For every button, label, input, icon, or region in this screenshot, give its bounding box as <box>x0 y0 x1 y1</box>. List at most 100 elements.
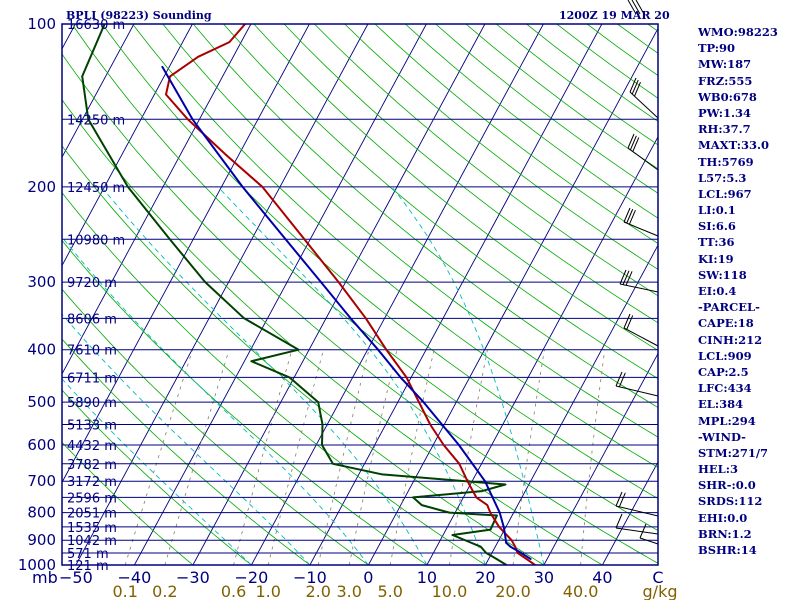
isotherm <box>192 24 486 565</box>
index-item: L57:5.3 <box>698 170 747 185</box>
index-item: BSHR:14 <box>698 543 757 557</box>
dewpoint-line-point <box>332 462 334 465</box>
temperature-line-point <box>475 496 478 499</box>
moist-adiabat <box>391 186 545 565</box>
index-item: LCL:909 <box>698 348 752 363</box>
index-item: WB0:678 <box>698 89 757 104</box>
moist-adiabat <box>62 236 369 565</box>
temperature-line-point <box>385 348 388 351</box>
mixing-ratio-tick-label: 5.0 <box>377 582 402 600</box>
wind-barb-feather <box>615 491 623 507</box>
dewpoint-line-point <box>381 473 384 476</box>
height-label: 2596 m <box>67 491 117 506</box>
height-label: 121 m <box>67 559 109 574</box>
wind-barb-feather <box>629 135 637 150</box>
wind-barb-feather <box>615 513 623 529</box>
wind-barb <box>615 385 659 397</box>
parcel-line-point <box>399 376 402 379</box>
temperature-line-point <box>466 480 469 483</box>
parcel-line <box>161 66 532 560</box>
isotherm <box>75 24 369 565</box>
index-item: TP:90 <box>698 41 736 56</box>
height-label: 7610 m <box>67 344 117 359</box>
parcel-line-point <box>484 480 486 483</box>
mixing-ratio-tick-label: 3.0 <box>336 582 361 600</box>
dewpoint-line-point <box>321 444 323 446</box>
wind-barb <box>623 221 659 237</box>
parcel-line-point <box>191 118 194 121</box>
mixing-ratio-line <box>124 349 194 565</box>
parcel-line-point <box>520 552 523 554</box>
temperature-line-point <box>364 317 367 320</box>
index-item: MW:187 <box>698 57 752 72</box>
temperature-line-point <box>337 281 340 284</box>
index-item: WMO:98223 <box>698 25 778 39</box>
wind-barb-feather <box>623 207 631 223</box>
index-item: KI:19 <box>698 251 734 266</box>
temperature-line-point <box>486 504 489 507</box>
index-item: EL:384 <box>698 397 744 412</box>
wind-barb <box>615 527 659 535</box>
height-label: 12450 m <box>67 181 125 196</box>
wind-barb-feather <box>629 77 637 93</box>
temperature-tick-label: −20 <box>235 568 269 587</box>
pressure-label: 300 <box>27 273 56 291</box>
pressure-label: 800 <box>27 504 56 522</box>
sounding-profiles <box>81 24 537 565</box>
temperature-line-point <box>458 462 461 465</box>
height-label: 4432 m <box>67 439 117 454</box>
index-item: LI:0.1 <box>698 203 736 218</box>
wind-barbs <box>615 0 659 545</box>
moist-adiabat <box>101 186 428 565</box>
temperature-line-point <box>417 401 420 404</box>
parcel-line-point <box>505 541 508 544</box>
dewpoint-line-point <box>81 75 84 78</box>
mixing-ratio-line <box>317 349 370 565</box>
mixing-ratio-tick-label: 40.0 <box>563 582 599 600</box>
index-item: SRDS:112 <box>698 494 763 509</box>
dewpoint-line-point <box>479 545 482 548</box>
temperature-line-point <box>197 55 199 58</box>
temperature-line-point <box>514 545 517 548</box>
parcel-line-point <box>529 558 532 560</box>
temperature-tick-label: −10 <box>293 568 327 587</box>
parcel-line-point <box>504 534 507 536</box>
dewpoint-line-point <box>489 528 492 531</box>
wind-barb-feather <box>627 133 635 149</box>
parcel-line-point <box>241 185 244 188</box>
isotherm <box>251 24 544 565</box>
parcel-line-point <box>498 511 501 514</box>
index-item: MPL:294 <box>698 413 756 428</box>
temperature-line-point <box>303 238 306 241</box>
wind-barb <box>615 505 659 517</box>
height-label: 14250 m <box>67 113 125 128</box>
parcel-line-point <box>377 348 380 351</box>
wind-barb <box>619 283 659 293</box>
wind-barb-feather <box>618 372 626 387</box>
temperature-line-point <box>169 75 171 78</box>
index-item: LFC:434 <box>698 381 752 396</box>
height-label: 10980 m <box>67 233 125 248</box>
pressure-label: 500 <box>27 393 56 411</box>
height-label: 3782 m <box>67 458 117 473</box>
parcel-line-point <box>161 65 164 68</box>
index-item: -WIND- <box>698 429 746 444</box>
temperature-tick-label: 40 <box>592 568 612 587</box>
mixing-ratio-tick-label: 1.0 <box>255 582 280 600</box>
dewpoint-line-point <box>204 281 207 284</box>
station-title: BPLI (98223) Sounding <box>66 9 212 22</box>
index-item: SW:118 <box>698 267 747 282</box>
isobars <box>62 23 658 566</box>
dry-adiabat <box>62 239 428 565</box>
wind-barb <box>639 537 659 545</box>
wind-barb-feather <box>626 315 634 330</box>
height-label: 3172 m <box>67 475 117 490</box>
temperature-line-point <box>516 552 519 554</box>
isotherm <box>134 24 427 565</box>
wind-barb-feather <box>626 208 634 224</box>
temperature-line-point <box>225 154 228 157</box>
wind-barb-feather <box>619 269 627 285</box>
isotherm <box>62 24 193 267</box>
temperature-line-point <box>498 525 500 528</box>
dewpoint-line-point <box>420 504 423 507</box>
